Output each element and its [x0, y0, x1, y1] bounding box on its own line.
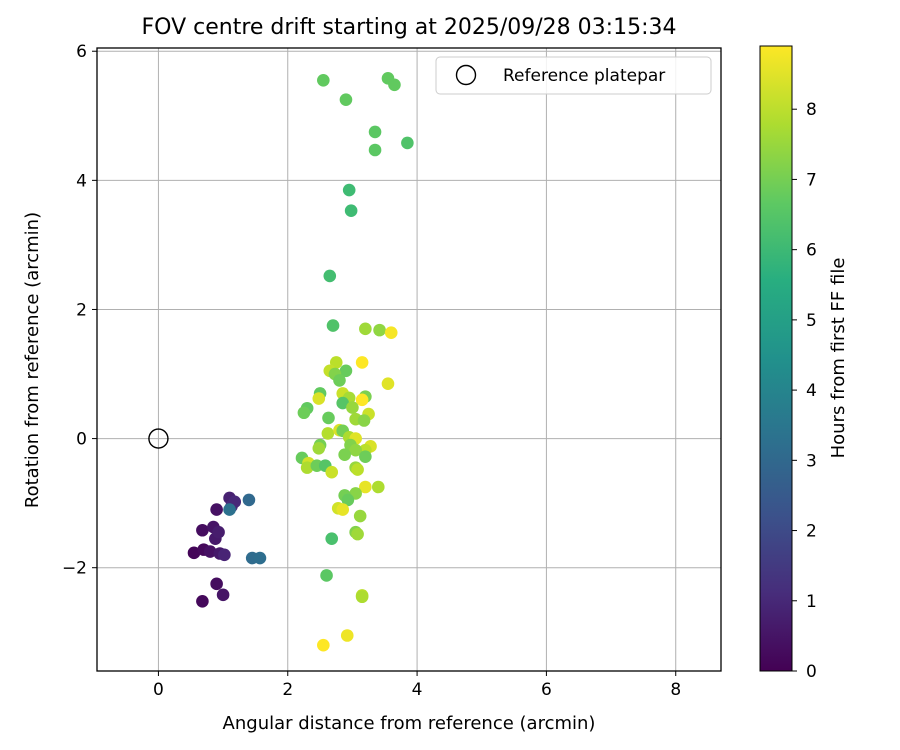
- y-tick-label: 4: [76, 171, 87, 191]
- scatter-point: [388, 78, 401, 92]
- legend-label: Reference platepar: [503, 66, 665, 86]
- scatter-point: [368, 125, 382, 139]
- y-tick-label: 6: [76, 42, 87, 62]
- scatter-point: [300, 461, 314, 474]
- x-tick-label: 0: [153, 680, 164, 700]
- scatter-point: [325, 532, 339, 545]
- legend: Reference platepar: [435, 56, 712, 95]
- colorbar-ticks: 0 1 2 3 4 5 6 7 8: [792, 100, 817, 682]
- scatter-point: [218, 548, 231, 562]
- scatter-point: [336, 503, 350, 516]
- scatter-point: [384, 326, 398, 340]
- x-tick-label: 2: [282, 680, 293, 700]
- scatter-point: [340, 629, 354, 642]
- scatter-point: [210, 503, 223, 516]
- colorbar-label: Hours from first FF file: [828, 258, 849, 459]
- plot-frame: [96, 47, 722, 672]
- scatter-point: [339, 93, 353, 106]
- y-axis-ticks: −2 0 2 4 6: [62, 42, 97, 579]
- scatter-point: [371, 480, 385, 494]
- x-tick-label: 8: [670, 680, 681, 700]
- scatter-point: [210, 577, 223, 591]
- colorbar-tick-label: 3: [806, 451, 817, 471]
- scatter-point: [321, 427, 335, 440]
- scatter-point: [312, 392, 326, 405]
- scatter-point: [326, 319, 340, 332]
- scatter-point: [297, 406, 311, 420]
- legend-box: [435, 56, 712, 95]
- scatter-point: [349, 443, 362, 457]
- scatter-point: [359, 322, 372, 336]
- scatter-point: [351, 463, 364, 476]
- scatter-point: [344, 204, 358, 217]
- scatter-point: [242, 493, 256, 507]
- colorbar-tick-label: 7: [806, 170, 817, 190]
- legend-marker: [455, 64, 477, 86]
- scatter-point: [187, 546, 201, 560]
- scatter-point: [317, 638, 330, 652]
- scatter-point: [355, 590, 369, 604]
- scatter-point: [339, 364, 353, 378]
- colorbar-tick-label: 8: [806, 100, 817, 120]
- scatter-point: [336, 396, 350, 410]
- x-tick-label: 6: [541, 680, 552, 700]
- scatter-point: [351, 527, 364, 541]
- scatter-point: [381, 377, 395, 391]
- scatter-point: [196, 523, 209, 537]
- scatter-point: [322, 411, 335, 425]
- scatter-point: [323, 269, 337, 283]
- scatter-point: [355, 356, 369, 369]
- scatter-point: [353, 509, 367, 523]
- scatter-point: [216, 588, 230, 602]
- colorbar-tick-label: 1: [806, 592, 817, 612]
- scatter-point: [357, 414, 371, 427]
- colorbar: 0 1 2 3 4 5 6 7 8 Hours from first FF file: [759, 45, 849, 682]
- y-axis-label: Rotation from reference (arcmin): [22, 212, 43, 508]
- colorbar-tick-label: 0: [806, 662, 817, 682]
- x-tick-label: 4: [412, 680, 423, 700]
- x-axis-ticks: 0 2 4 6 8: [153, 671, 681, 700]
- scatter-point: [320, 569, 333, 582]
- reference-marker: [148, 428, 169, 449]
- colorbar-tick-label: 5: [806, 311, 817, 331]
- scatter-point: [342, 183, 356, 197]
- scatter-point: [359, 450, 372, 463]
- scatter-point: [373, 323, 386, 337]
- scatter-point: [401, 136, 414, 150]
- colorbar-tick-label: 6: [806, 241, 817, 261]
- scatter-point: [196, 594, 209, 608]
- colorbar-tick-label: 2: [806, 522, 817, 542]
- scatter-point: [341, 493, 355, 507]
- scatter-point: [203, 545, 217, 558]
- scatter-point: [346, 401, 359, 414]
- y-tick-label: −2: [62, 559, 87, 579]
- scatter-point: [359, 480, 372, 494]
- scatter-point: [212, 525, 225, 539]
- x-axis-label: Angular distance from reference (arcmin): [223, 713, 596, 734]
- scatter-point: [317, 73, 330, 87]
- reference-platepar-point: [148, 428, 169, 449]
- scatter-point: [253, 551, 267, 565]
- scatter-point: [355, 393, 369, 407]
- scatter-point: [368, 143, 382, 157]
- grid: [97, 48, 721, 671]
- colorbar-tick-label: 4: [806, 381, 817, 401]
- scatter-point: [223, 503, 236, 516]
- y-tick-label: 2: [76, 300, 87, 320]
- scatter-point: [333, 374, 346, 387]
- scatter-point: [325, 465, 339, 479]
- chart-title: FOV centre drift starting at 2025/09/28 …: [142, 15, 677, 40]
- y-tick-label: 0: [76, 430, 87, 450]
- colorbar-gradient: [759, 45, 793, 672]
- scatter-point: [338, 448, 351, 462]
- scatter-point: [312, 441, 326, 455]
- scatter-points: [187, 72, 414, 652]
